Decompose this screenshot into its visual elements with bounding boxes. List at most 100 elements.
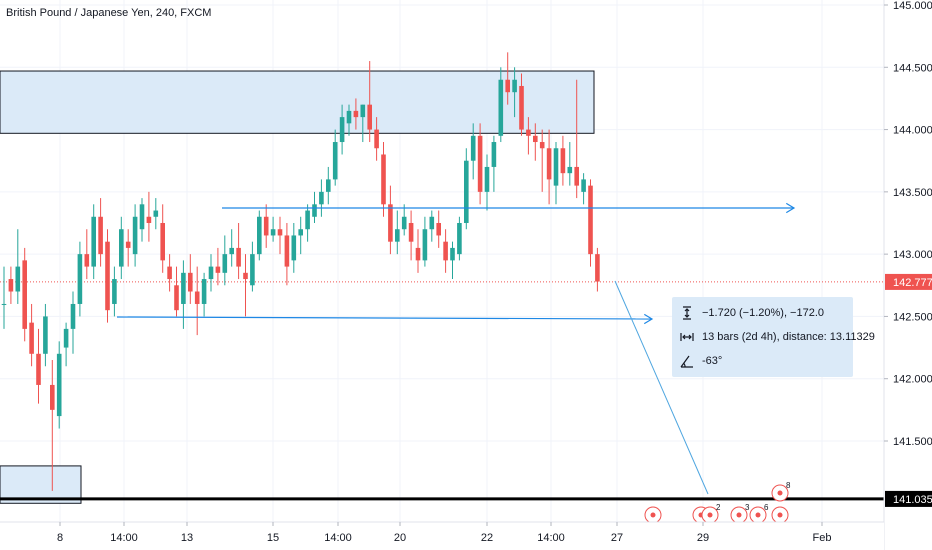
candle-body: [526, 129, 531, 136]
candle-body: [277, 229, 283, 236]
candle: [215, 247, 221, 286]
candle: [526, 117, 531, 155]
candle: [422, 216, 428, 267]
candle-body: [450, 247, 455, 261]
candle-body: [464, 160, 469, 223]
candle-body: [408, 222, 414, 242]
candle-body: [208, 266, 214, 280]
candle-body: [367, 104, 372, 130]
candle-body: [112, 279, 117, 304]
candle-body: [567, 166, 573, 174]
candle: [194, 266, 200, 336]
bars-range-icon: [680, 333, 694, 341]
measure-info-box: −1.720 (−1.20%), −172.0 13 bars (2d 4h),…: [672, 297, 875, 377]
candle-body: [15, 266, 21, 292]
candle-body: [29, 322, 34, 354]
candle-body: [498, 79, 504, 136]
candle: [339, 104, 345, 155]
candle-body: [36, 353, 41, 385]
candle: [595, 247, 600, 292]
candle: [477, 123, 483, 205]
candle-body: [319, 191, 324, 205]
candle-body: [332, 142, 338, 180]
measure-price-change: −1.720 (−1.20%), −172.0: [702, 307, 825, 319]
candle-body: [395, 229, 400, 242]
candle-body: [188, 272, 193, 292]
time-tick-label: 14:00: [537, 532, 565, 544]
measure-angle-row: -63°: [680, 354, 722, 368]
candle-body: [8, 279, 14, 292]
candle: [450, 241, 455, 280]
candle: [332, 129, 338, 186]
candle: [395, 210, 400, 255]
candle: [29, 303, 34, 367]
candle: [77, 241, 83, 317]
candle: [132, 204, 138, 267]
candle: [236, 222, 241, 280]
candle: [319, 179, 324, 217]
support-arrow-head: [643, 313, 654, 325]
candle-body: [91, 216, 96, 267]
candle-body: [305, 210, 310, 230]
candle-body: [560, 148, 566, 174]
candle-body: [339, 117, 345, 143]
time-tick-label: 15: [267, 532, 279, 544]
candle-body: [22, 260, 27, 329]
candle: [63, 322, 69, 367]
candle-body: [119, 229, 124, 267]
candle-body: [298, 229, 303, 236]
candle: [484, 154, 490, 211]
candle: [505, 52, 510, 105]
price-tick-label: 143.000: [893, 249, 932, 261]
candle: [464, 148, 469, 230]
candle-body: [125, 241, 131, 248]
candle: [250, 241, 255, 292]
candle-body: [346, 110, 352, 124]
candle-body: [491, 142, 497, 167]
candle: [553, 142, 559, 205]
event-marker-count: 6: [764, 503, 769, 512]
price-tick-label: 142.500: [893, 311, 932, 323]
candle-body: [70, 303, 76, 329]
candle-body: [519, 85, 524, 130]
candle-body: [215, 266, 221, 273]
candle: [539, 129, 545, 192]
candle: [174, 266, 179, 317]
candle-body: [436, 222, 441, 236]
candle-body: [574, 166, 579, 186]
candle: [188, 254, 193, 304]
candle-body: [201, 279, 207, 304]
candle-body: [236, 247, 241, 267]
candle-body: [174, 285, 179, 311]
candle-body: [484, 166, 490, 192]
candle-body: [326, 179, 331, 192]
candle-body: [291, 235, 297, 261]
candle: [119, 216, 124, 280]
candle: [139, 198, 145, 242]
candle: [443, 229, 448, 273]
candle: [298, 216, 303, 255]
candle-body: [243, 272, 248, 280]
candle-body: [250, 254, 255, 286]
candle-body: [595, 254, 600, 282]
time-tick-label: 14:00: [110, 532, 138, 544]
candle: [567, 142, 573, 186]
time-axis-bg: [0, 522, 884, 550]
candle: [263, 204, 269, 248]
candle-body: [1, 303, 7, 305]
candle: [167, 254, 172, 292]
candle: [512, 67, 517, 118]
event-marker-dot: [736, 512, 742, 518]
candle: [201, 272, 207, 317]
candle: [291, 222, 297, 273]
chart-title: British Pound / Japanese Yen, 240, FXCM: [6, 7, 212, 19]
candle-body: [284, 235, 290, 267]
candle: [1, 266, 7, 329]
event-marker-dot: [755, 512, 761, 518]
candle-body: [98, 216, 103, 255]
candle: [50, 360, 55, 491]
time-tick-label: 29: [697, 532, 709, 544]
candle-body: [257, 216, 262, 255]
